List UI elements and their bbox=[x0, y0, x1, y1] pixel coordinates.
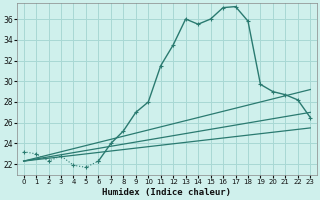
X-axis label: Humidex (Indice chaleur): Humidex (Indice chaleur) bbox=[102, 188, 231, 197]
